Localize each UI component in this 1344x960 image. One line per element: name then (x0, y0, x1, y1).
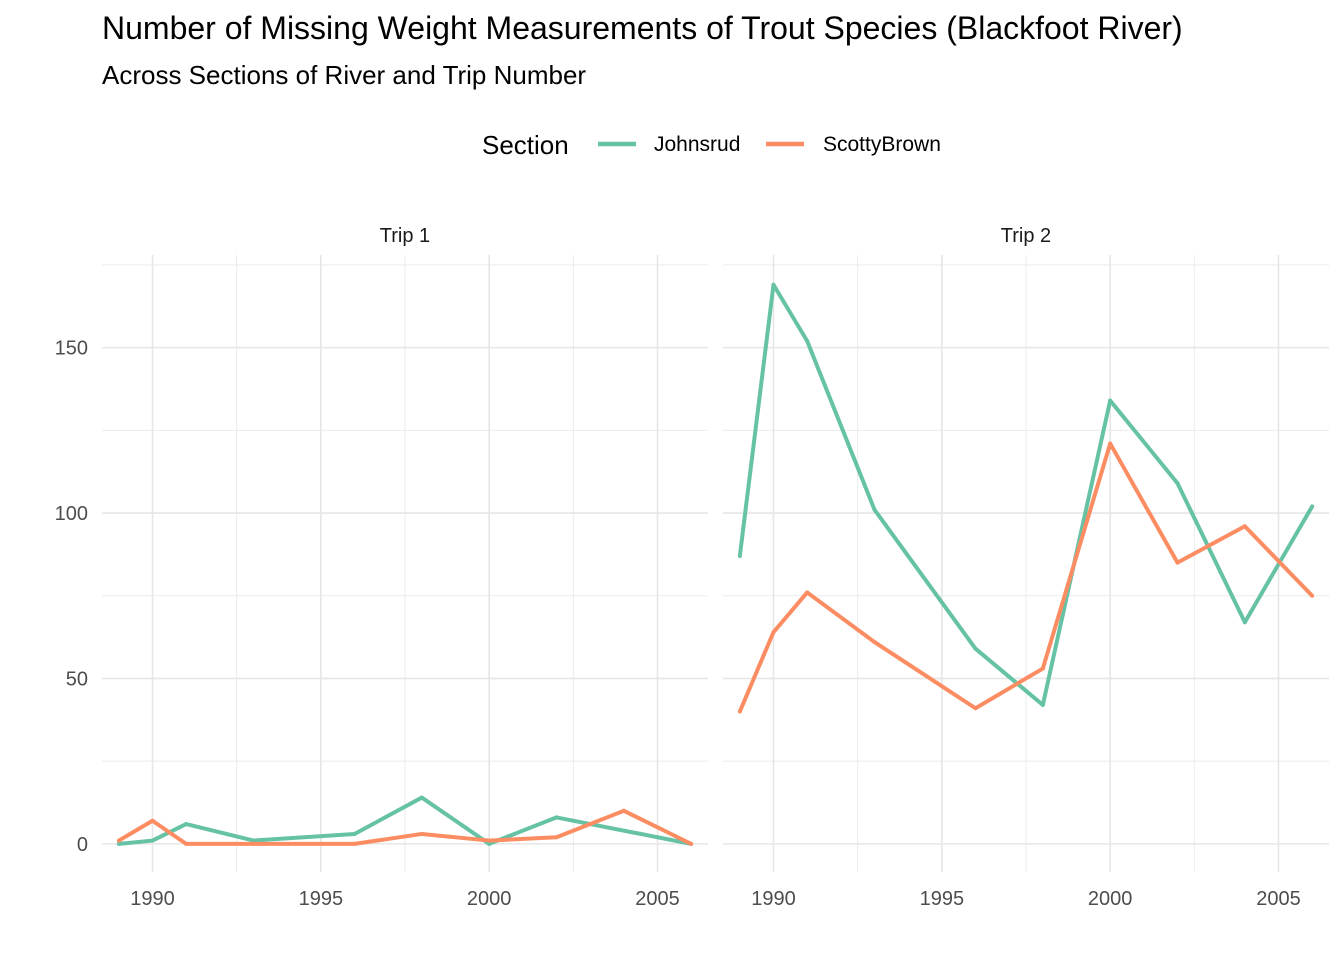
data-point-scottybrown (419, 831, 424, 836)
x-tick-label: 1990 (751, 888, 796, 910)
data-point-scottybrown (621, 808, 626, 813)
data-point-johnsrud (352, 831, 357, 836)
data-point-scottybrown (554, 835, 559, 840)
data-point-johnsrud (251, 838, 256, 843)
x-tick-label: 2005 (1256, 888, 1301, 910)
data-point-johnsrud (771, 282, 776, 287)
legend: Section Johnsrud ScottyBrown (482, 130, 941, 160)
series-line-scottybrown (117, 808, 693, 846)
chart-subtitle: Across Sections of River and Trip Number (102, 60, 587, 90)
x-tick-label: 1995 (299, 888, 344, 910)
data-point-scottybrown (771, 630, 776, 635)
data-point-scottybrown (487, 838, 492, 843)
y-tick-label: 0 (77, 834, 88, 856)
data-point-scottybrown (973, 706, 978, 711)
series-line-scottybrown (737, 441, 1314, 713)
data-point-johnsrud (1310, 504, 1315, 509)
data-point-johnsrud (1040, 702, 1045, 707)
data-point-scottybrown (805, 590, 810, 595)
legend-label-0: Johnsrud (654, 133, 740, 156)
data-point-johnsrud (872, 507, 877, 512)
x-tick-label: 2005 (635, 888, 680, 910)
x-tick-label: 2000 (1088, 888, 1133, 910)
x-tick-label: 2000 (467, 888, 512, 910)
data-point-johnsrud (419, 795, 424, 800)
facet-strip-label: Trip 2 (1001, 225, 1051, 247)
data-point-johnsrud (973, 646, 978, 651)
data-point-scottybrown (352, 841, 357, 846)
data-point-scottybrown (1108, 441, 1113, 446)
data-point-johnsrud (184, 822, 189, 827)
facets: Trip 1 1990 1995 2000 2005 0 50 100 150 Trip 2 199… (55, 225, 1329, 910)
data-point-johnsrud (116, 841, 121, 846)
data-point-scottybrown (150, 818, 155, 823)
data-point-scottybrown (872, 640, 877, 645)
data-point-scottybrown (1242, 524, 1247, 529)
data-point-scottybrown (737, 709, 742, 714)
x-tick-label: 1990 (130, 888, 175, 910)
legend-label-1: ScottyBrown (823, 133, 941, 156)
data-point-scottybrown (116, 838, 121, 843)
data-point-johnsrud (1175, 481, 1180, 486)
data-point-scottybrown (251, 841, 256, 846)
y-tick-label: 100 (55, 503, 88, 525)
data-point-johnsrud (1108, 398, 1113, 403)
x-tick-label: 1995 (920, 888, 965, 910)
legend-title: Section (482, 130, 569, 160)
data-point-scottybrown (1040, 666, 1045, 671)
data-point-johnsrud (805, 339, 810, 344)
y-tick-label: 150 (55, 338, 88, 360)
data-point-scottybrown (1310, 593, 1315, 598)
chart-title: Number of Missing Weight Measurements of… (102, 10, 1183, 46)
data-point-johnsrud (554, 815, 559, 820)
data-point-scottybrown (1175, 560, 1180, 565)
data-point-johnsrud (737, 554, 742, 559)
y-tick-label: 50 (66, 668, 88, 690)
data-point-johnsrud (150, 838, 155, 843)
data-point-johnsrud (1242, 620, 1247, 625)
series-line-johnsrud (737, 282, 1314, 707)
data-point-johnsrud (487, 841, 492, 846)
facet-panel-1: Trip 1 1990 1995 2000 2005 0 50 100 150 (55, 225, 708, 910)
data-point-scottybrown (184, 841, 189, 846)
data-point-scottybrown (689, 841, 694, 846)
facet-panel-2: Trip 2 1990 1995 2000 2005 (723, 225, 1329, 910)
facet-strip-label: Trip 1 (380, 225, 430, 247)
